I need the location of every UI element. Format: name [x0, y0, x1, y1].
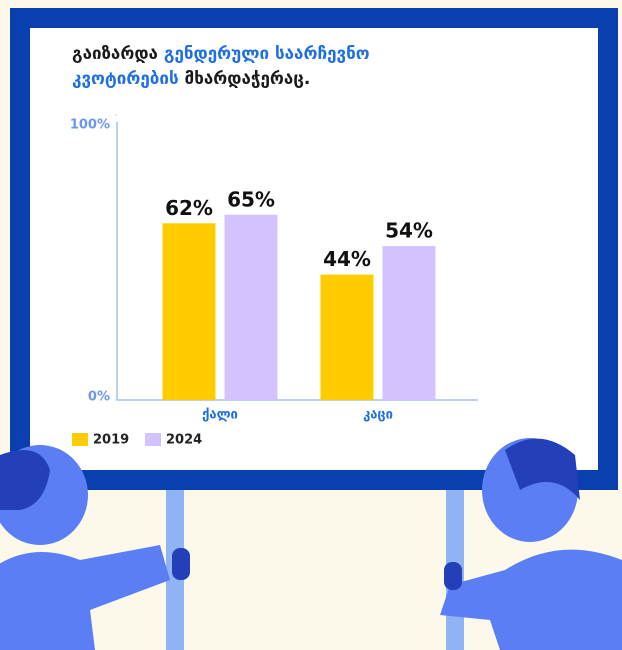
y-tick-label: 100%	[70, 118, 110, 133]
title-highlight: გენდერული საარჩევნო კვოტირების	[72, 44, 370, 89]
bar	[382, 246, 436, 400]
chart-title: გაიზარდა გენდერული საარჩევნო კვოტირების …	[72, 42, 472, 92]
value-label: 62%	[165, 196, 213, 220]
bar	[320, 274, 374, 400]
bar	[162, 223, 216, 400]
value-label: 54%	[385, 219, 433, 243]
value-label: 65%	[227, 187, 275, 211]
x-tick-label: კაცი	[363, 408, 393, 423]
legend-label: 2024	[166, 433, 202, 448]
legend-swatch	[145, 433, 161, 446]
bar	[224, 214, 278, 400]
x-tick-label: ქალი	[202, 408, 238, 423]
legend-label: 2019	[93, 433, 129, 448]
title-part: გაიზარდა	[72, 44, 158, 64]
person-right	[440, 438, 622, 650]
value-label: 44%	[323, 247, 371, 271]
legend-swatch	[72, 433, 88, 446]
y-tick-label: 0%	[88, 390, 110, 405]
person-left	[0, 445, 190, 650]
title-part: მხარდაჭერაც.	[184, 69, 311, 89]
board	[30, 28, 598, 470]
